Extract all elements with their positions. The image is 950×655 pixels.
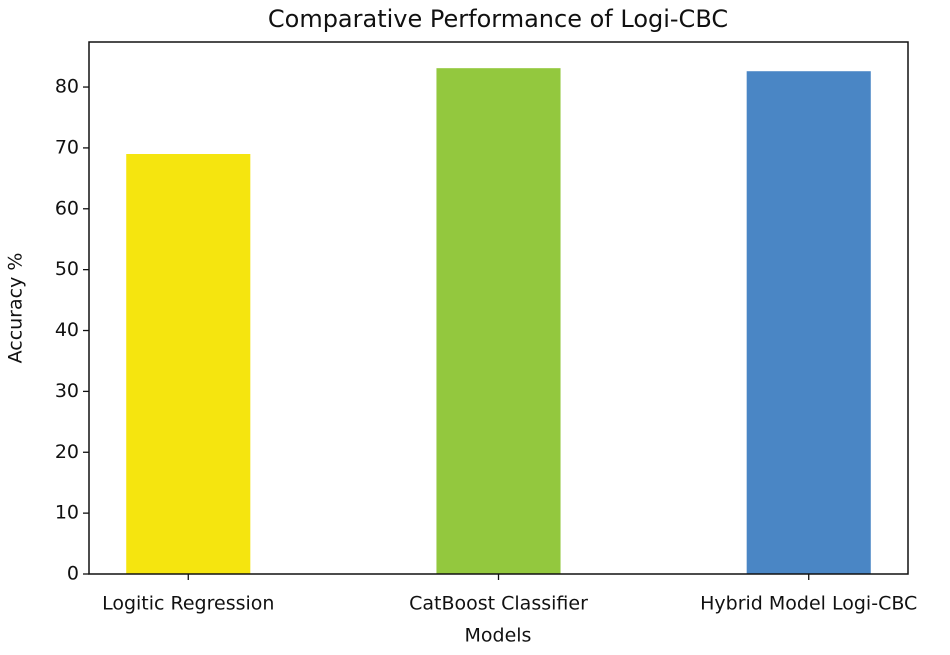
y-tick-label: 30 (55, 380, 79, 402)
y-tick-label: 70 (55, 136, 79, 158)
y-tick-label: 0 (67, 563, 79, 585)
y-tick-label: 50 (55, 258, 79, 280)
bar (746, 71, 871, 574)
y-axis-label: Accuracy % (5, 253, 27, 364)
y-tick-label: 10 (55, 502, 79, 524)
x-tick-label: Logitic Regression (102, 593, 274, 615)
bar (436, 68, 561, 574)
y-tick-label: 80 (55, 76, 79, 98)
y-tick-label: 40 (55, 319, 79, 341)
plot-frame (88, 41, 909, 575)
y-tick-label: 20 (55, 441, 79, 463)
x-tick-label: Hybrid Model Logi-CBC (700, 593, 917, 615)
x-tick-label: CatBoost Classifier (409, 593, 588, 615)
bar (126, 154, 251, 574)
y-tick-label: 60 (55, 197, 79, 219)
x-axis-label: Models (465, 625, 532, 647)
chart-title: Comparative Performance of Logi-CBC (268, 5, 728, 33)
